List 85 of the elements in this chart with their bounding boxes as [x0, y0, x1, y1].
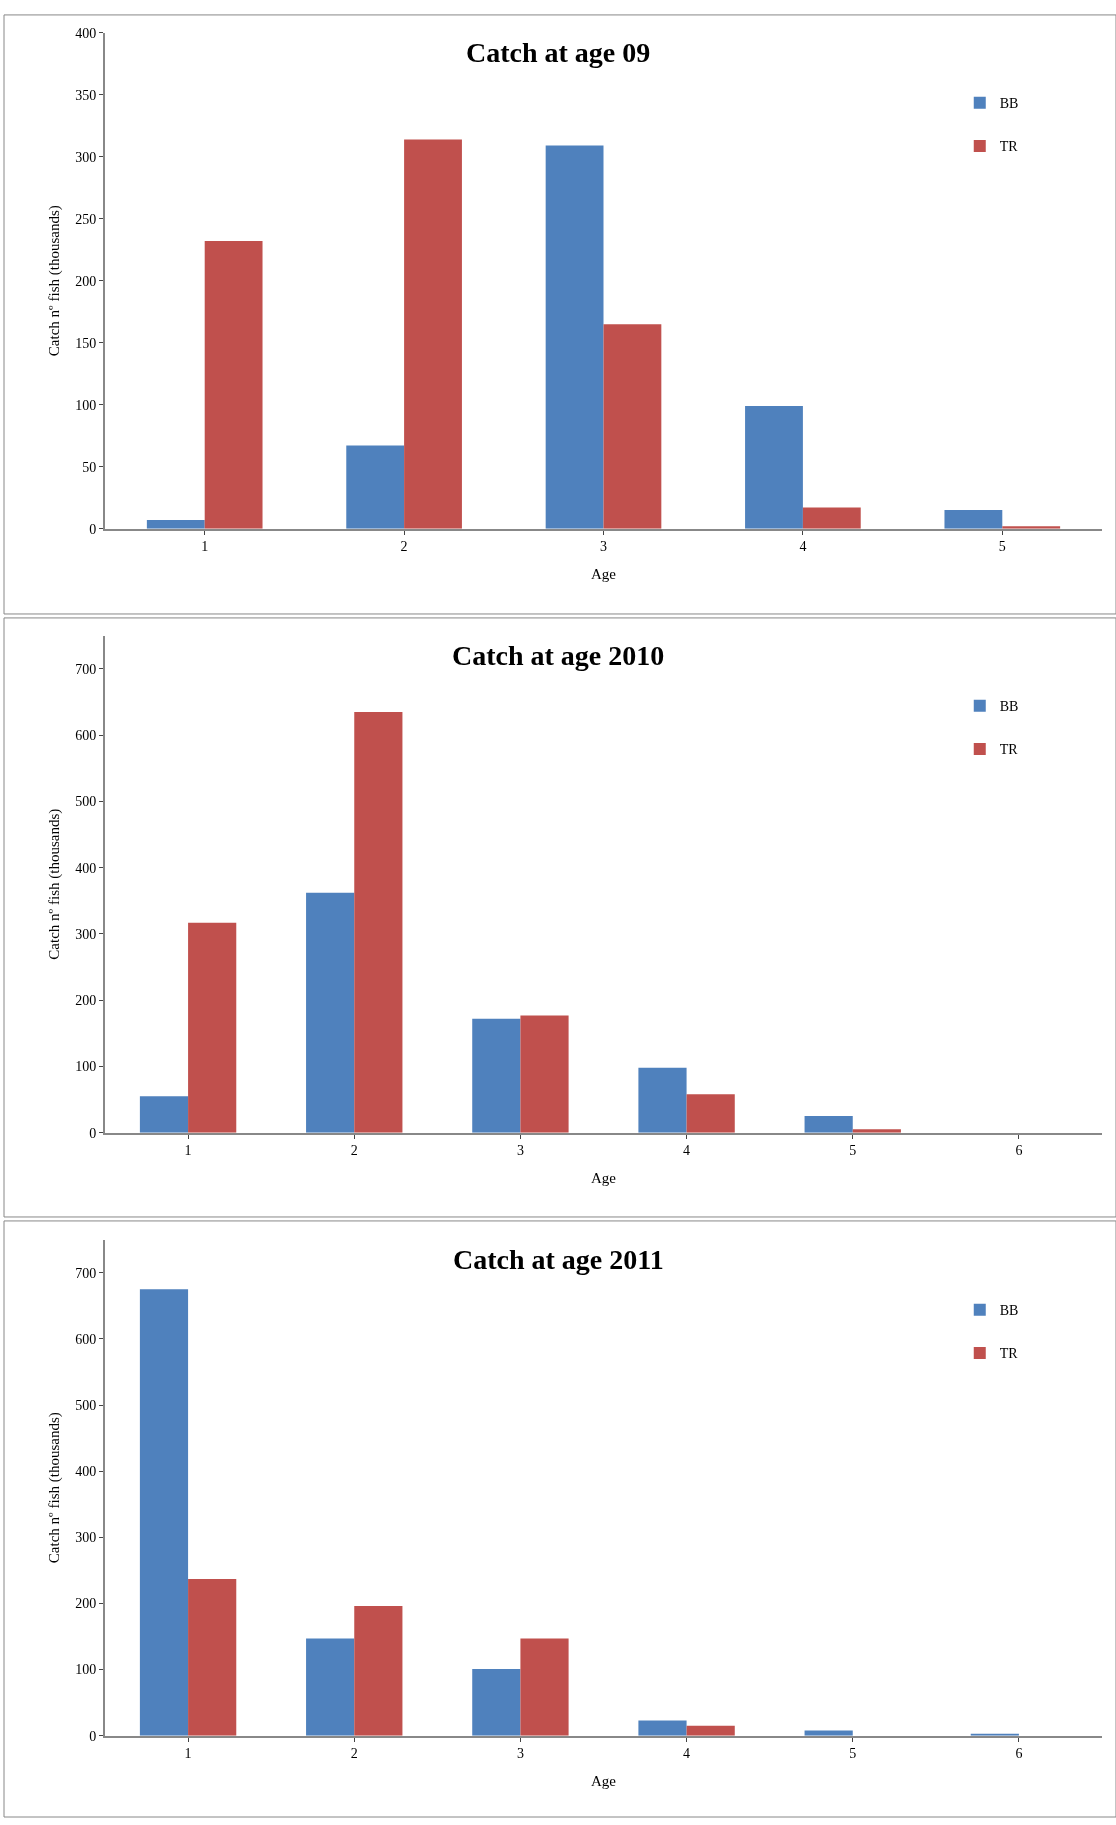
- bar: [545, 145, 604, 529]
- bar: [520, 1015, 569, 1133]
- legend-label: BB: [999, 699, 1019, 715]
- y-axis-title: Catch nº fish (thousands): [45, 205, 63, 357]
- y-tick-label: 0: [89, 521, 97, 537]
- y-tick-label: 100: [75, 1059, 97, 1075]
- x-tick-label: 2: [350, 1746, 358, 1762]
- chart-title: Catch at age 2010: [452, 640, 665, 671]
- y-tick-label: 150: [75, 335, 97, 351]
- bar: [472, 1668, 521, 1736]
- bar: [354, 1606, 403, 1736]
- bar: [139, 1096, 189, 1133]
- y-tick-label: 200: [75, 993, 97, 1009]
- bar: [852, 1129, 901, 1133]
- y-tick-label: 300: [75, 926, 97, 942]
- y-tick-label: 600: [75, 728, 97, 744]
- x-tick-label: 6: [1015, 1143, 1023, 1159]
- bar: [139, 1289, 189, 1736]
- x-tick-label: 1: [184, 1746, 192, 1762]
- chart-title: Catch at age 09: [466, 37, 651, 68]
- y-tick-label: 50: [82, 459, 97, 475]
- y-tick-label: 250: [75, 211, 97, 227]
- x-tick-label: 4: [683, 1746, 691, 1762]
- bar: [404, 139, 462, 529]
- y-tick-label: 400: [75, 1464, 97, 1480]
- bar: [306, 1638, 355, 1736]
- bar: [944, 510, 1003, 529]
- y-tick-label: 600: [75, 1331, 97, 1347]
- bar: [354, 711, 403, 1133]
- legend-label: BB: [999, 96, 1019, 112]
- legend-label: TR: [999, 742, 1019, 758]
- bar: [146, 520, 205, 529]
- x-tick-label: 4: [683, 1143, 691, 1159]
- y-tick-label: 200: [75, 1596, 97, 1612]
- bar: [804, 1730, 853, 1736]
- y-tick-label: 100: [75, 397, 97, 413]
- x-tick-label: 3: [516, 1746, 524, 1762]
- y-tick-label: 200: [75, 273, 97, 289]
- bar: [802, 507, 861, 529]
- bar: [603, 324, 662, 529]
- bar: [686, 1725, 735, 1736]
- y-tick-label: 500: [75, 794, 97, 810]
- y-tick-label: 700: [75, 1265, 97, 1281]
- legend-label: BB: [999, 1303, 1019, 1319]
- bar: [638, 1067, 687, 1133]
- y-tick-label: 400: [75, 25, 97, 41]
- x-tick-label: 1: [201, 539, 209, 555]
- y-tick-label: 300: [75, 1530, 97, 1546]
- bar: [188, 922, 237, 1133]
- x-axis-title: Age: [591, 1169, 617, 1186]
- y-tick-label: 400: [75, 860, 97, 876]
- y-tick-label: 100: [75, 1662, 97, 1678]
- legend-label: TR: [999, 139, 1019, 155]
- y-tick-label: 0: [89, 1125, 97, 1141]
- bar: [804, 1116, 853, 1133]
- y-tick-label: 500: [75, 1397, 97, 1413]
- x-tick-label: 2: [350, 1143, 358, 1159]
- bar: [745, 405, 803, 529]
- bar: [520, 1638, 569, 1736]
- chart-title: Catch at age 2011: [453, 1244, 664, 1275]
- bar: [204, 241, 263, 529]
- x-axis-title: Age: [591, 1772, 617, 1789]
- x-tick-label: 3: [600, 539, 607, 555]
- x-tick-label: 5: [849, 1143, 857, 1159]
- legend-label: TR: [999, 1346, 1019, 1362]
- x-tick-label: 4: [799, 539, 807, 555]
- bar: [472, 1018, 521, 1133]
- x-tick-label: 1: [184, 1143, 192, 1159]
- bar: [346, 445, 405, 529]
- x-tick-label: 6: [1015, 1746, 1023, 1762]
- bar: [306, 892, 355, 1133]
- x-tick-label: 5: [849, 1746, 857, 1762]
- x-tick-label: 5: [998, 539, 1006, 555]
- bar: [686, 1094, 735, 1133]
- y-axis-title: Catch nº fish (thousands): [45, 808, 63, 960]
- x-tick-label: 2: [400, 539, 408, 555]
- bar: [188, 1578, 237, 1736]
- y-axis-title: Catch nº fish (thousands): [45, 1412, 63, 1564]
- x-axis-title: Age: [591, 565, 617, 582]
- y-tick-label: 300: [75, 149, 97, 165]
- x-tick-label: 3: [516, 1143, 524, 1159]
- y-tick-label: 0: [89, 1728, 97, 1744]
- y-tick-label: 700: [75, 661, 97, 677]
- bar: [638, 1720, 687, 1736]
- y-tick-label: 350: [75, 87, 97, 103]
